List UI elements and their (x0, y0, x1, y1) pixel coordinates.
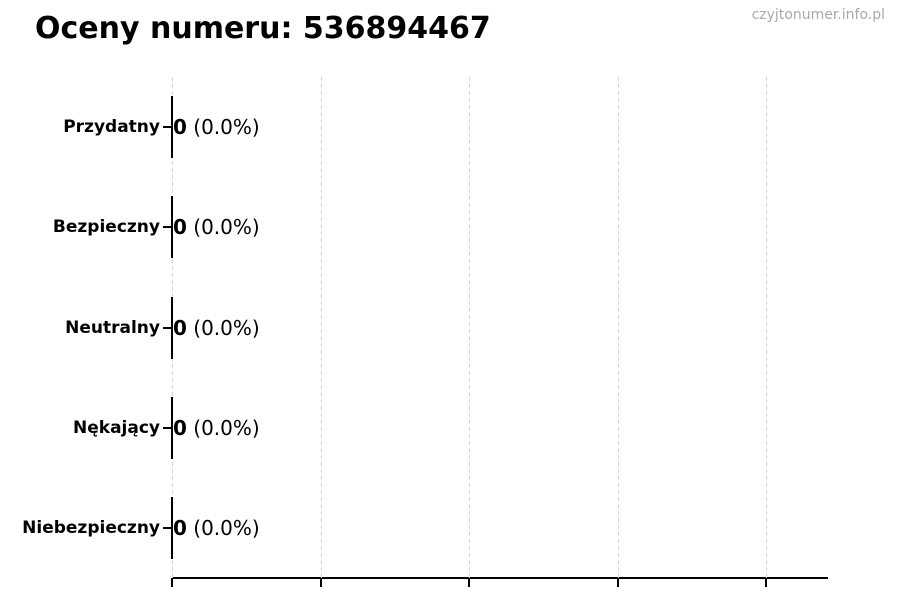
x-axis-tick (468, 578, 470, 587)
bar (171, 496, 173, 559)
bar (171, 396, 173, 459)
x-gridline (469, 77, 470, 578)
x-axis-tick (617, 578, 619, 587)
x-axis-tick (320, 578, 322, 587)
value-annotation: 0 (0.0%) (173, 315, 260, 341)
value-annotation: 0 (0.0%) (173, 415, 260, 441)
value-annotation: 0 (0.0%) (173, 515, 260, 541)
y-axis-tick (163, 126, 171, 129)
value-percent: (0.0%) (186, 215, 260, 240)
x-gridline (766, 77, 767, 578)
bar (171, 296, 173, 359)
value-count: 0 (173, 415, 187, 440)
value-percent: (0.0%) (186, 515, 260, 540)
category-label: Neutralny (65, 317, 160, 338)
plot-area (171, 77, 828, 587)
category-label: Nękający (73, 417, 160, 438)
y-axis-tick (163, 226, 171, 229)
value-percent: (0.0%) (186, 115, 260, 140)
x-gridline (618, 77, 619, 578)
value-count: 0 (173, 315, 187, 340)
value-count: 0 (173, 115, 187, 140)
y-axis-tick (163, 426, 171, 429)
value-annotation: 0 (0.0%) (173, 114, 260, 140)
chart-title: Oceny numeru: 536894467 (35, 11, 491, 46)
value-percent: (0.0%) (186, 415, 260, 440)
bar (171, 196, 173, 259)
watermark-text: czyjtonumer.info.pl (751, 7, 885, 23)
x-axis-tick (171, 578, 173, 587)
value-count: 0 (173, 515, 187, 540)
value-percent: (0.0%) (186, 315, 260, 340)
y-axis-tick (163, 526, 171, 529)
value-count: 0 (173, 215, 187, 240)
value-annotation: 0 (0.0%) (173, 214, 260, 240)
x-axis-line (172, 577, 828, 579)
bar (171, 96, 173, 159)
y-axis-tick (163, 326, 171, 329)
x-gridline (321, 77, 322, 578)
category-label: Bezpieczny (52, 217, 160, 238)
x-axis-tick (765, 578, 767, 587)
category-label: Przydatny (63, 117, 160, 138)
category-label: Niebezpieczny (22, 517, 160, 538)
